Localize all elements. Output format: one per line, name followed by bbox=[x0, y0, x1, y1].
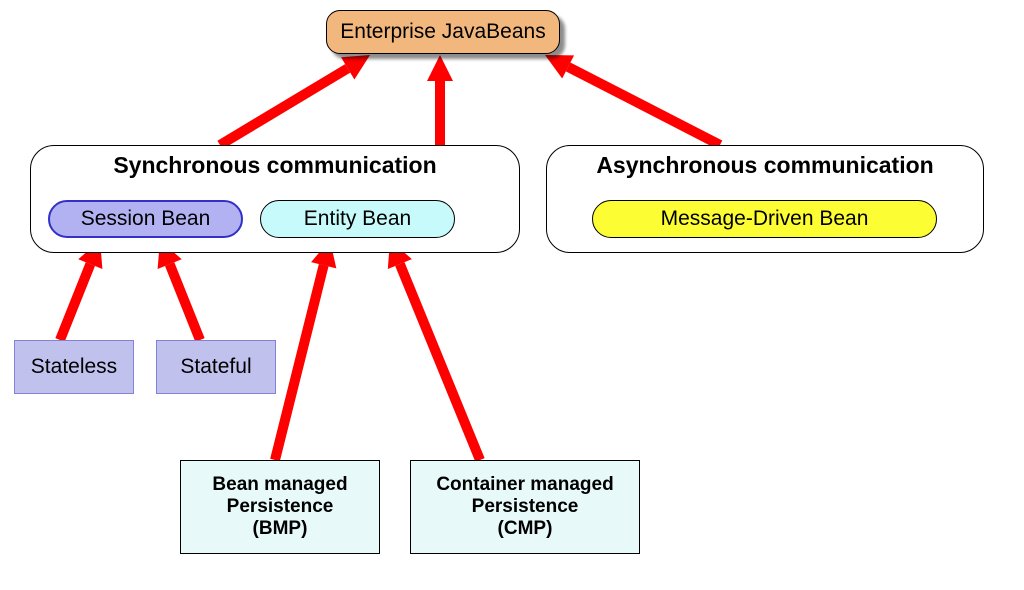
node-label: Asynchronous communication bbox=[596, 152, 933, 178]
node-cmp: Container managed Persistence (CMP) bbox=[410, 460, 640, 554]
node-label: Session Bean bbox=[81, 207, 211, 231]
node-session_bean: Session Bean bbox=[48, 200, 243, 238]
node-stateful: Stateful bbox=[156, 340, 276, 394]
node-label: Bean managed Persistence (BMP) bbox=[212, 474, 347, 540]
node-label: Entity Bean bbox=[304, 207, 411, 231]
node-root: Enterprise JavaBeans bbox=[326, 10, 560, 54]
node-bmp: Bean managed Persistence (BMP) bbox=[180, 460, 380, 554]
node-mdb: Message-Driven Bean bbox=[592, 200, 937, 238]
edge-arrowhead bbox=[545, 55, 574, 78]
edge-line bbox=[170, 264, 200, 340]
edge-line bbox=[275, 265, 324, 460]
node-entity_bean: Entity Bean bbox=[260, 200, 455, 238]
node-label: Synchronous communication bbox=[113, 152, 436, 178]
edge-line bbox=[568, 67, 720, 145]
edge-line bbox=[60, 264, 90, 340]
node-label: Stateless bbox=[31, 355, 117, 379]
edge-line bbox=[220, 68, 348, 145]
edge-arrowhead bbox=[427, 55, 453, 81]
node-stateless: Stateless bbox=[14, 340, 134, 394]
node-label: Container managed Persistence (CMP) bbox=[436, 474, 613, 540]
edge-arrowhead bbox=[341, 55, 370, 80]
node-label: Enterprise JavaBeans bbox=[340, 20, 545, 44]
node-label: Stateful bbox=[180, 355, 251, 379]
edge-line bbox=[400, 264, 480, 460]
diagram-stage: Enterprise JavaBeans Synchronous communic… bbox=[0, 0, 1024, 590]
node-label: Message-Driven Bean bbox=[661, 207, 869, 231]
